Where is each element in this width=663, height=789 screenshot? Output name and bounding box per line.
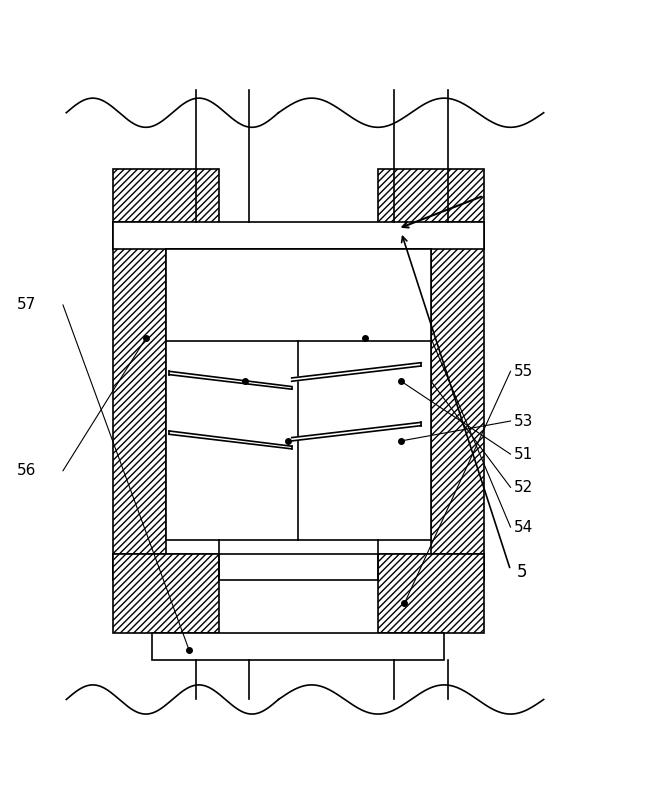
Bar bbox=[166, 249, 431, 342]
Bar bbox=[113, 222, 484, 249]
Text: 56: 56 bbox=[17, 463, 36, 478]
Text: 54: 54 bbox=[514, 520, 533, 535]
Polygon shape bbox=[169, 431, 292, 449]
Polygon shape bbox=[292, 422, 421, 441]
Bar bbox=[152, 634, 444, 660]
Text: 5: 5 bbox=[517, 563, 528, 581]
Text: 57: 57 bbox=[17, 297, 36, 312]
Bar bbox=[378, 169, 484, 249]
Bar bbox=[113, 554, 219, 634]
Bar bbox=[113, 222, 166, 580]
Bar bbox=[166, 249, 431, 540]
Polygon shape bbox=[169, 372, 292, 389]
Bar bbox=[378, 554, 484, 634]
Text: 52: 52 bbox=[514, 480, 533, 495]
Bar bbox=[113, 169, 219, 249]
Polygon shape bbox=[292, 363, 421, 381]
Bar bbox=[113, 554, 484, 580]
Text: 53: 53 bbox=[514, 413, 533, 428]
Text: 55: 55 bbox=[514, 364, 533, 379]
Text: 51: 51 bbox=[514, 447, 533, 462]
Bar bbox=[431, 222, 484, 580]
